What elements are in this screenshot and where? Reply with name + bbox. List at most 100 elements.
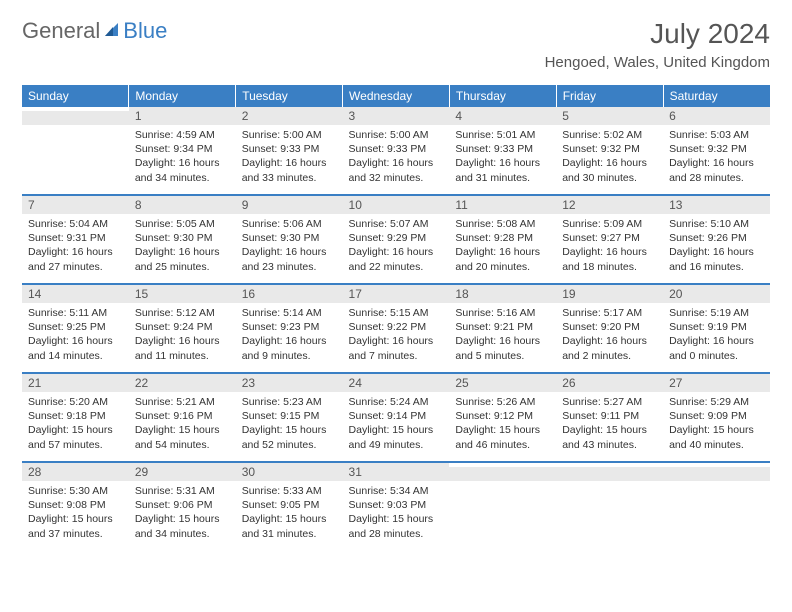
daylight-line: Daylight: 16 hours and 30 minutes.: [562, 156, 657, 184]
day-details: Sunrise: 5:30 AMSunset: 9:08 PMDaylight:…: [22, 481, 129, 547]
day-number: 8: [129, 196, 236, 214]
day-number: 24: [343, 374, 450, 392]
day-details: Sunrise: 5:15 AMSunset: 9:22 PMDaylight:…: [343, 303, 450, 369]
sunset-line: Sunset: 9:31 PM: [28, 231, 123, 245]
daylight-line: Daylight: 16 hours and 23 minutes.: [242, 245, 337, 273]
daylight-line: Daylight: 16 hours and 25 minutes.: [135, 245, 230, 273]
daylight-line: Daylight: 16 hours and 18 minutes.: [562, 245, 657, 273]
sunset-line: Sunset: 9:29 PM: [349, 231, 444, 245]
day-details: Sunrise: 5:16 AMSunset: 9:21 PMDaylight:…: [449, 303, 556, 369]
logo-text-blue: Blue: [123, 18, 167, 44]
day-number: 21: [22, 374, 129, 392]
sunrise-line: Sunrise: 5:12 AM: [135, 306, 230, 320]
day-details: Sunrise: 5:00 AMSunset: 9:33 PMDaylight:…: [343, 125, 450, 191]
day-number-cell: 18: [449, 284, 556, 303]
sunrise-line: Sunrise: 5:00 AM: [349, 128, 444, 142]
daylight-line: Daylight: 16 hours and 2 minutes.: [562, 334, 657, 362]
sunrise-line: Sunrise: 5:16 AM: [455, 306, 550, 320]
logo: General Blue: [22, 18, 167, 44]
sunrise-line: Sunrise: 5:23 AM: [242, 395, 337, 409]
day-number: 26: [556, 374, 663, 392]
day-details: Sunrise: 5:17 AMSunset: 9:20 PMDaylight:…: [556, 303, 663, 369]
sunrise-line: Sunrise: 5:17 AM: [562, 306, 657, 320]
sunrise-line: Sunrise: 5:15 AM: [349, 306, 444, 320]
day-number: 29: [129, 463, 236, 481]
daylight-line: Daylight: 16 hours and 34 minutes.: [135, 156, 230, 184]
sunset-line: Sunset: 9:33 PM: [242, 142, 337, 156]
day-details: Sunrise: 5:08 AMSunset: 9:28 PMDaylight:…: [449, 214, 556, 280]
daylight-line: Daylight: 16 hours and 0 minutes.: [669, 334, 764, 362]
day-number-cell: 24: [343, 373, 450, 392]
day-number-cell: 25: [449, 373, 556, 392]
day-content-cell: Sunrise: 5:15 AMSunset: 9:22 PMDaylight:…: [343, 303, 450, 373]
sunrise-line: Sunrise: 5:34 AM: [349, 484, 444, 498]
day-number: 23: [236, 374, 343, 392]
day-content-cell: Sunrise: 5:05 AMSunset: 9:30 PMDaylight:…: [129, 214, 236, 284]
day-content-cell: Sunrise: 5:07 AMSunset: 9:29 PMDaylight:…: [343, 214, 450, 284]
sunrise-line: Sunrise: 5:29 AM: [669, 395, 764, 409]
day-number-cell: 7: [22, 195, 129, 214]
daynum-row: 21222324252627: [22, 373, 770, 392]
day-content-cell: Sunrise: 5:00 AMSunset: 9:33 PMDaylight:…: [343, 125, 450, 195]
day-number-cell: 4: [449, 107, 556, 125]
day-number-cell: 15: [129, 284, 236, 303]
day-number-cell: 1: [129, 107, 236, 125]
day-content-cell: Sunrise: 5:16 AMSunset: 9:21 PMDaylight:…: [449, 303, 556, 373]
day-content-cell: Sunrise: 5:06 AMSunset: 9:30 PMDaylight:…: [236, 214, 343, 284]
day-number: 6: [663, 107, 770, 125]
sunrise-line: Sunrise: 5:04 AM: [28, 217, 123, 231]
day-number-cell: 13: [663, 195, 770, 214]
day-number: 5: [556, 107, 663, 125]
day-number-cell: 20: [663, 284, 770, 303]
day-details: Sunrise: 5:03 AMSunset: 9:32 PMDaylight:…: [663, 125, 770, 191]
sunset-line: Sunset: 9:21 PM: [455, 320, 550, 334]
sunset-line: Sunset: 9:12 PM: [455, 409, 550, 423]
day-number-cell: 28: [22, 462, 129, 481]
day-number-cell: [22, 107, 129, 125]
sunset-line: Sunset: 9:27 PM: [562, 231, 657, 245]
day-number-cell: 16: [236, 284, 343, 303]
daynum-row: 28293031: [22, 462, 770, 481]
daylight-line: Daylight: 15 hours and 37 minutes.: [28, 512, 123, 540]
daylight-line: Daylight: 16 hours and 28 minutes.: [669, 156, 764, 184]
day-content-cell: Sunrise: 5:30 AMSunset: 9:08 PMDaylight:…: [22, 481, 129, 551]
day-details: Sunrise: 5:33 AMSunset: 9:05 PMDaylight:…: [236, 481, 343, 547]
sunrise-line: Sunrise: 5:02 AM: [562, 128, 657, 142]
header: General Blue July 2024 Hengoed, Wales, U…: [22, 18, 770, 71]
daylight-line: Daylight: 15 hours and 40 minutes.: [669, 423, 764, 451]
sunset-line: Sunset: 9:34 PM: [135, 142, 230, 156]
daylight-line: Daylight: 16 hours and 11 minutes.: [135, 334, 230, 362]
day-number-cell: 26: [556, 373, 663, 392]
day-number-cell: 19: [556, 284, 663, 303]
content-row: Sunrise: 5:04 AMSunset: 9:31 PM Daylight:…: [22, 214, 770, 284]
day-content-cell: Sunrise: 5:20 AMSunset: 9:18 PMDaylight:…: [22, 392, 129, 462]
sunrise-line: Sunrise: 5:21 AM: [135, 395, 230, 409]
daylight-line: Daylight: 16 hours and 14 minutes.: [28, 334, 123, 362]
day-number: 19: [556, 285, 663, 303]
day-content-cell: [556, 481, 663, 551]
daylight-line: Daylight: 16 hours and 33 minutes.: [242, 156, 337, 184]
day-number: 12: [556, 196, 663, 214]
day-number-cell: 22: [129, 373, 236, 392]
day-number-cell: 21: [22, 373, 129, 392]
weekday-header: Wednesday: [343, 85, 450, 107]
day-number-cell: 2: [236, 107, 343, 125]
day-content-cell: [22, 125, 129, 195]
day-number-cell: 23: [236, 373, 343, 392]
day-content-cell: Sunrise: 5:03 AMSunset: 9:32 PMDaylight:…: [663, 125, 770, 195]
sunrise-line: Sunrise: 5:08 AM: [455, 217, 550, 231]
daylight-line: Daylight: 15 hours and 34 minutes.: [135, 512, 230, 540]
day-number: 22: [129, 374, 236, 392]
day-content-cell: Sunrise: 5:34 AMSunset: 9:03 PMDaylight:…: [343, 481, 450, 551]
day-number-cell: [556, 462, 663, 481]
day-details: Sunrise: 5:00 AMSunset: 9:33 PMDaylight:…: [236, 125, 343, 191]
day-number: 16: [236, 285, 343, 303]
day-number: 9: [236, 196, 343, 214]
weekday-header: Monday: [129, 85, 236, 107]
day-number: 28: [22, 463, 129, 481]
day-number: 13: [663, 196, 770, 214]
daylight-line: Daylight: 16 hours and 20 minutes.: [455, 245, 550, 273]
day-details: Sunrise: 5:26 AMSunset: 9:12 PMDaylight:…: [449, 392, 556, 458]
title-block: July 2024 Hengoed, Wales, United Kingdom: [545, 18, 770, 71]
day-number-cell: 6: [663, 107, 770, 125]
